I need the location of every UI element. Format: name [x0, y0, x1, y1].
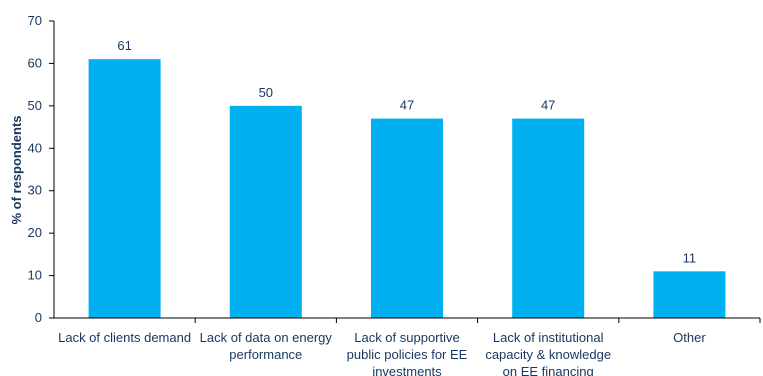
y-tick-label: 0	[35, 310, 42, 325]
x-axis: Lack of clients demand Lack of data on en…	[58, 318, 761, 376]
category-label-line: investments	[372, 364, 442, 376]
bar	[512, 118, 585, 318]
y-tick-label: 50	[28, 98, 42, 113]
category-label-line: on EE financing	[503, 364, 594, 376]
y-tick-label: 20	[28, 225, 42, 240]
data-label: 47	[541, 98, 555, 113]
y-tick-label: 40	[28, 140, 42, 155]
y-axis: 0 10 20 30 40 50 60 70	[28, 13, 54, 325]
category-label-line: performance	[229, 347, 302, 362]
category-label-line: capacity & knowledge	[485, 347, 611, 362]
category-label-line: public policies for EE	[347, 347, 468, 362]
category-label-line: Lack of clients demand	[58, 330, 191, 345]
data-labels: 61 50 47 47 11	[117, 38, 696, 265]
category-label: Lack of supportive public policies for EE…	[347, 330, 468, 376]
y-tick-label: 30	[28, 183, 42, 198]
category-label: Lack of clients demand	[58, 330, 191, 345]
y-tick-label: 70	[28, 13, 42, 28]
category-label-line: Other	[673, 330, 706, 345]
category-label: Lack of data on energy performance	[200, 330, 333, 362]
category-label: Other	[673, 330, 706, 345]
data-label: 47	[400, 98, 414, 113]
bar-series	[88, 59, 726, 318]
y-tick-label: 60	[28, 55, 42, 70]
y-tick-label: 10	[28, 268, 42, 283]
category-label: Lack of institutional capacity & knowledg…	[485, 330, 611, 376]
bar	[371, 118, 443, 318]
category-label-line: Lack of institutional	[493, 330, 604, 345]
category-label-line: Lack of data on energy	[200, 330, 333, 345]
data-label: 50	[259, 85, 273, 100]
data-label: 11	[683, 250, 697, 265]
data-label: 61	[117, 38, 131, 53]
bar	[653, 271, 726, 318]
bar	[229, 105, 302, 318]
bar	[88, 59, 161, 318]
category-label-line: Lack of supportive	[354, 330, 460, 345]
y-axis-label: % of respondents	[9, 115, 24, 224]
